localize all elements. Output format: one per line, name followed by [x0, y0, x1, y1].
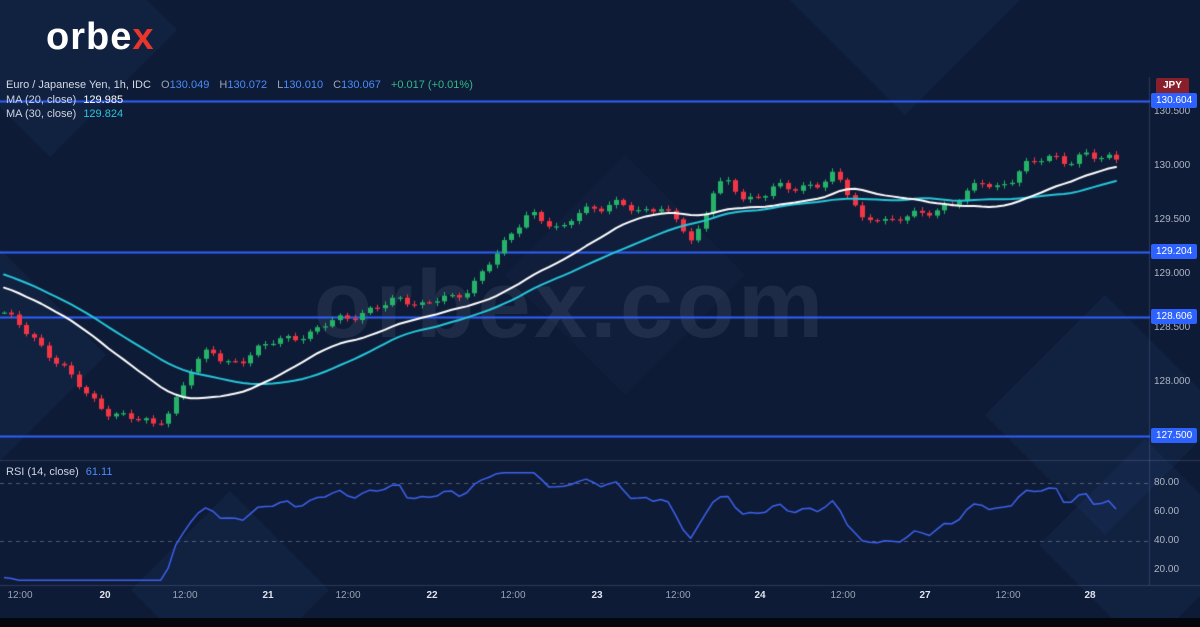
ma30-value: 129.824	[83, 108, 124, 120]
ma20-label: MA (20, close)	[6, 94, 77, 106]
symbol-name[interactable]: Euro / Japanese Yen, 1h, IDC	[6, 79, 151, 91]
ohlc-high-label: H	[219, 79, 228, 91]
ma30-label: MA (30, close)	[6, 108, 77, 120]
ma30-legend[interactable]: MA (30, close) 129.824	[6, 108, 123, 120]
ohlc-open-value: 130.049	[169, 79, 210, 91]
ma20-legend[interactable]: MA (20, close) 129.985	[6, 94, 123, 106]
price-change: +0.017 (+0.01%)	[390, 79, 473, 91]
ohlc-low-value: 130.010	[283, 79, 324, 91]
symbol-info-row: Euro / Japanese Yen, 1h, IDC O130.049 H1…	[6, 79, 473, 91]
ohlc-close-label: C	[333, 79, 342, 91]
logo-text-white: orbe	[46, 16, 133, 58]
ohlc-close-value: 130.067	[341, 79, 381, 91]
orbex-logo: orbex	[46, 16, 155, 59]
ohlc-high-value: 130.072	[227, 79, 268, 91]
rsi-legend[interactable]: RSI (14, close) 61.11	[6, 466, 112, 478]
currency-badge[interactable]: JPY	[1156, 78, 1189, 94]
rsi-label: RSI (14, close)	[6, 466, 79, 478]
logo-text-red: x	[132, 16, 155, 58]
ohlc-low-label: L	[277, 79, 284, 91]
ma20-value: 129.985	[83, 94, 124, 106]
rsi-value: 61.11	[85, 466, 113, 478]
bottom-border	[0, 618, 1200, 627]
ohlc-open-label: O	[161, 79, 170, 91]
